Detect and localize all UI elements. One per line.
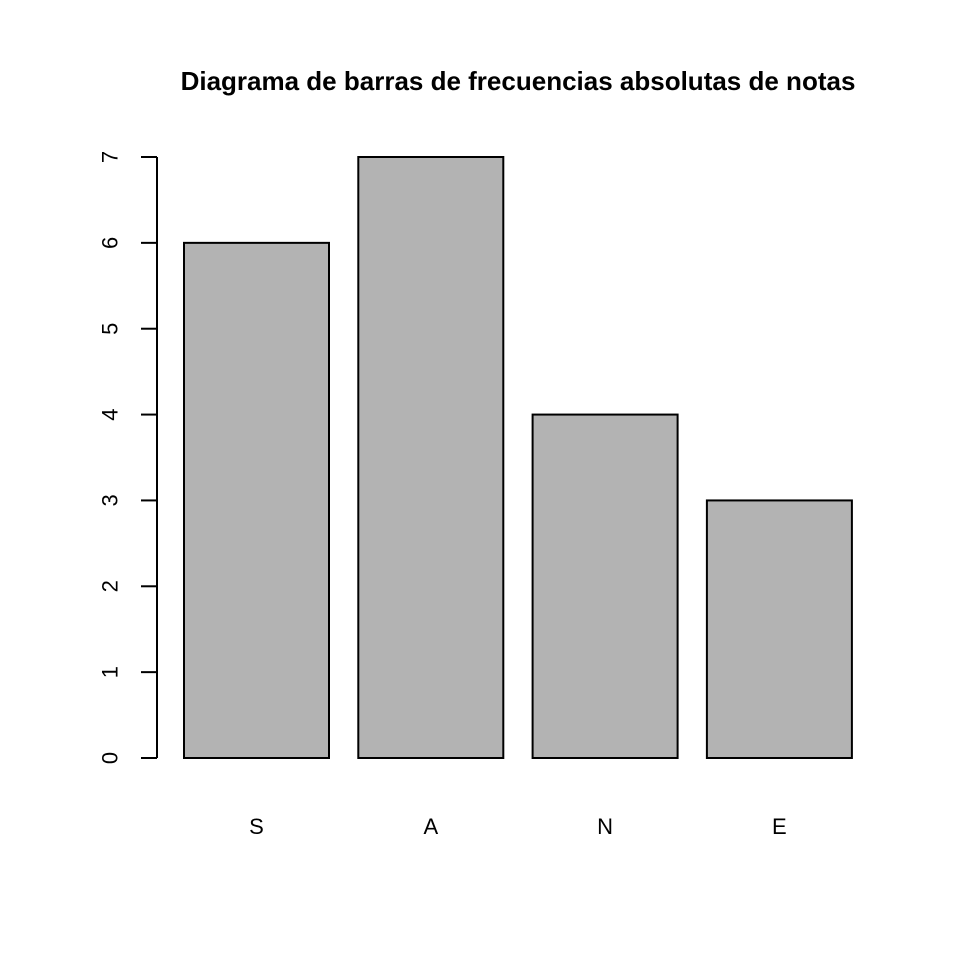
y-tick-label: 7: [98, 151, 123, 163]
y-tick-label: 0: [98, 752, 123, 764]
y-axis-ticks: 0 1 2 3 4 5 6 7: [98, 151, 157, 764]
bar-A: [357, 156, 505, 759]
y-tick-label: 6: [98, 237, 123, 249]
y-tick-label: 5: [98, 323, 123, 335]
y-tick-label: 4: [98, 408, 123, 420]
category-label: N: [597, 814, 613, 839]
y-tick-label: 3: [98, 494, 123, 506]
bar-S: [183, 241, 330, 760]
bars: [183, 156, 853, 760]
y-tick-label: 2: [98, 580, 123, 592]
category-label: E: [772, 814, 787, 839]
bar-E: [705, 499, 853, 759]
y-tick-label: 1: [98, 666, 123, 678]
category-label: A: [423, 814, 438, 839]
bar-N: [531, 413, 679, 759]
chart-title: Diagrama de barras de frecuencias absolu…: [181, 66, 856, 96]
category-label: S: [249, 814, 264, 839]
